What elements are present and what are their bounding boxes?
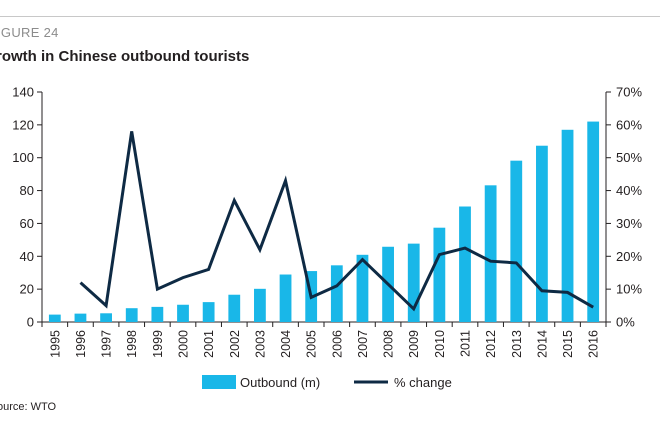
bar [330,265,343,322]
x-tick-label: 2010 [433,330,447,358]
x-tick-label: 2001 [202,330,216,358]
x-tick-label: 2003 [253,330,267,358]
bar [561,129,574,322]
x-tick-label: 1997 [100,330,114,358]
source-note: ource: WTO [0,401,57,413]
x-tick-label: 2006 [330,330,344,358]
legend-label-outbound: Outbound (m) [240,375,320,390]
bar [587,121,600,322]
bar [407,243,420,322]
legend-swatch-outbound [202,375,236,389]
x-tick-label: 2013 [510,330,524,358]
y-right-tick-label: 50% [616,150,642,165]
x-tick-label: 1995 [48,330,62,358]
y-left-tick-label: 0 [27,315,34,330]
x-tick-label: 2011 [459,330,473,357]
bar [48,314,61,322]
y-left-tick-label: 80 [20,183,34,198]
bar [433,227,446,322]
top-rule [0,16,660,17]
figure-label: IGURE 24 [0,25,59,40]
y-right-tick-label: 60% [616,117,642,132]
bar [125,308,138,322]
bar [536,145,548,322]
legend: Outbound (m) % change [202,375,452,390]
y-left-tick-label: 100 [12,150,34,165]
x-tick-label: 2007 [356,330,370,358]
y-right-tick-label: 10% [616,282,642,297]
x-tick-label: 2004 [279,330,293,358]
bar [100,313,112,322]
bar [484,185,497,322]
x-tick-label: 2009 [407,330,421,358]
line-series-percent-change [79,131,594,312]
x-tick-label: 2016 [587,330,601,358]
bar [459,206,471,322]
bar [202,302,215,322]
bar [279,274,292,322]
bar-series-outbound [48,121,600,322]
y-left-tick-label: 20 [20,282,34,297]
y-left-tick-label: 60 [20,216,34,231]
x-tick-label: 2005 [305,330,319,358]
x-tick-label: 2000 [177,330,191,358]
x-tick-label: 2012 [484,330,498,358]
y-right-tick-label: 20% [616,249,642,264]
x-tick-label: 2015 [561,330,575,358]
x-tick-label: 2014 [535,330,549,358]
y-left-tick-label: 140 [12,85,34,100]
y-right-tick-label: 70% [616,85,642,100]
bar [74,313,87,322]
tick-labels: 0 20 40 60 80 100 120 140 0% 10% 20% 30% 40% 50% 60% 70… [12,85,642,358]
bar [356,254,369,322]
bar [228,294,241,322]
legend-label-percent-change: % change [394,375,452,390]
chart-title: rowth in Chinese outbound tourists [0,48,250,65]
y-left-tick-label: 120 [12,117,34,132]
x-tick-label: 1999 [151,330,165,358]
bar [177,304,189,322]
bar [510,160,523,322]
x-tick-label: 1996 [74,330,88,358]
y-right-tick-label: 0% [616,315,635,330]
y-left-tick-label: 40 [20,249,34,264]
y-right-tick-label: 40% [616,183,642,198]
x-tick-label: 2002 [228,330,242,358]
x-tick-label: 1998 [125,330,139,358]
x-tick-label: 2008 [382,330,396,358]
bar [151,306,164,322]
y-right-tick-label: 30% [616,216,642,231]
bar [254,288,266,322]
